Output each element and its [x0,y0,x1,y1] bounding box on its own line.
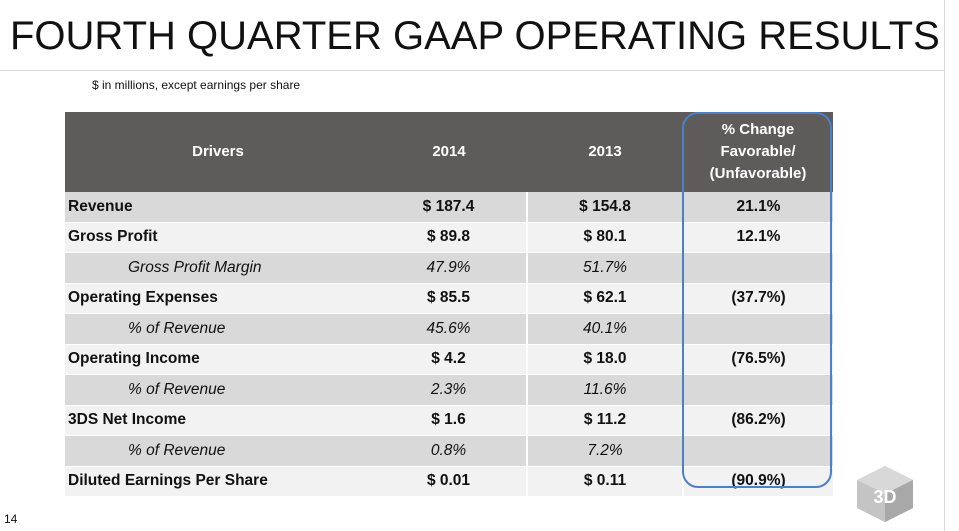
value-2013: 40.1% [526,313,683,345]
value-2013: 7.2% [526,435,683,467]
row-label: Operating Income [65,344,371,375]
value-2014: 0.8% [371,435,527,467]
table-row-opinc-pct-revenue: % of Revenue 2.3% 11.6% [65,374,833,406]
value-2014: $ 1.6 [371,405,527,436]
row-label: Diluted Earnings Per Share [65,466,371,497]
drivers-column-header: Drivers [65,112,371,192]
logo-text: 3D [873,487,896,507]
value-2014: 47.9% [371,252,527,284]
value-2013: $ 11.2 [526,405,683,436]
slide-title: FOURTH QUARTER GAAP OPERATING RESULTS [10,14,940,58]
value-2014: $ 0.01 [371,466,527,497]
change-value: (76.5%) [682,344,833,375]
right-edge-divider [944,0,945,531]
change-value [682,374,833,406]
table-row-gross-profit: Gross Profit $ 89.8 $ 80.1 12.1% [65,222,833,253]
table-row-opex-pct-revenue: % of Revenue 45.6% 40.1% [65,313,833,345]
row-label: Gross Profit [65,222,371,253]
change-header-line: (Unfavorable) [709,165,807,182]
title-divider [0,70,944,71]
change-header-line: Favorable/ [720,143,796,160]
value-2014: 45.6% [371,313,527,345]
value-2013: $ 62.1 [526,283,683,314]
row-label: % of Revenue [65,435,371,467]
change-column-highlight [682,112,832,488]
row-label: Operating Expenses [65,283,371,314]
value-2013: $ 0.11 [526,466,683,497]
table-row-diluted-eps: Diluted Earnings Per Share $ 0.01 $ 0.11… [65,466,833,497]
table-row-operating-income: Operating Income $ 4.2 $ 18.0 (76.5%) [65,344,833,375]
3d-systems-logo: 3D [857,466,913,522]
change-value [682,313,833,345]
value-2014: $ 187.4 [371,192,527,223]
change-header-line: % Change [721,121,795,138]
change-value: 12.1% [682,222,833,253]
change-value [682,435,833,467]
value-2013: $ 18.0 [526,344,683,375]
table-row-operating-expenses: Operating Expenses $ 85.5 $ 62.1 (37.7%) [65,283,833,314]
year-2013-column-header: 2013 [527,112,683,192]
table-row-netinc-pct-revenue: % of Revenue 0.8% 7.2% [65,435,833,467]
change-column-header: % Change Favorable/ (Unfavorable) [683,112,833,192]
page-number: 14 [4,512,18,526]
row-label: Revenue [65,192,371,223]
operating-results-table: Drivers 2014 2013 % Change Favorable/ (U… [65,112,833,497]
year-2014-column-header: 2014 [371,112,527,192]
table-row-net-income: 3DS Net Income $ 1.6 $ 11.2 (86.2%) [65,405,833,436]
row-label: % of Revenue [65,374,371,406]
change-value: (90.9%) [682,466,833,497]
row-label: Gross Profit Margin [65,252,371,284]
value-2014: $ 85.5 [371,283,527,314]
table-row-revenue: Revenue $ 187.4 $ 154.8 21.1% [65,192,833,223]
value-2014: $ 89.8 [371,222,527,253]
change-value: (37.7%) [682,283,833,314]
value-2013: $ 80.1 [526,222,683,253]
value-2014: 2.3% [371,374,527,406]
value-2013: 11.6% [526,374,683,406]
change-value: (86.2%) [682,405,833,436]
change-value: 21.1% [682,192,833,223]
value-2013: $ 154.8 [526,192,683,223]
change-value [682,252,833,284]
value-2014: $ 4.2 [371,344,527,375]
value-2013: 51.7% [526,252,683,284]
table-row-gross-profit-margin: Gross Profit Margin 47.9% 51.7% [65,252,833,284]
units-subtitle: $ in millions, except earnings per share [92,78,301,92]
row-label: % of Revenue [65,313,371,345]
table-header-row: Drivers 2014 2013 % Change Favorable/ (U… [65,112,833,192]
row-label: 3DS Net Income [65,405,371,436]
